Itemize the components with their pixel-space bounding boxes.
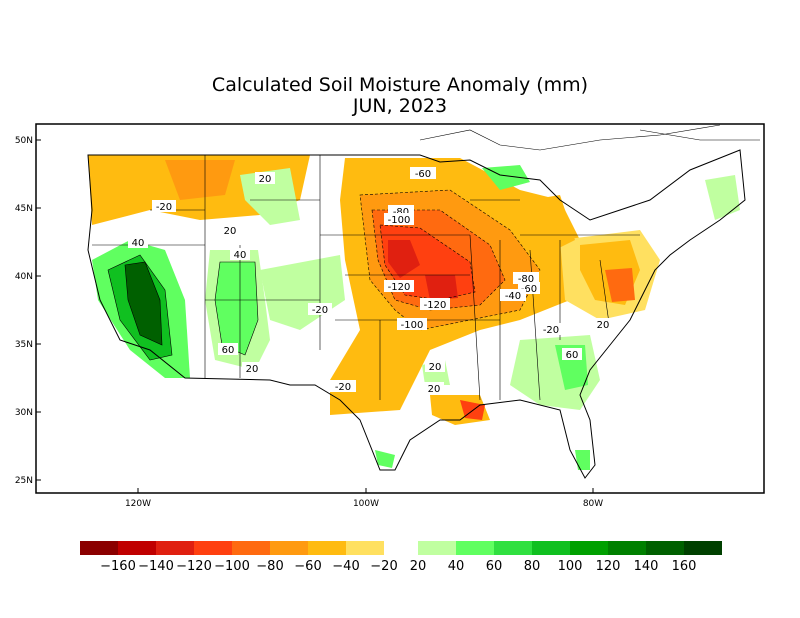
colorbar-label: −120 — [176, 559, 212, 574]
colorbar-swatch-negative — [232, 541, 270, 555]
colorbar-swatch-negative — [308, 541, 346, 555]
contour-label: -60 — [521, 284, 537, 295]
colorbar-label: 160 — [672, 559, 697, 574]
dry-region-plains-extreme — [388, 240, 420, 278]
colorbar-swatch-positive — [646, 541, 684, 555]
colorbar-label: −40 — [332, 559, 359, 574]
contour-label: 60 — [566, 350, 579, 361]
colorbar-swatch-positive — [456, 541, 494, 555]
contour-label: 40 — [132, 238, 145, 249]
wet-region-new-england — [705, 175, 740, 220]
contour-label: -80 — [518, 274, 534, 285]
us-outline — [87, 149, 746, 479]
colorbar-swatch-positive — [418, 541, 456, 555]
wet-region-upper-michigan — [482, 165, 530, 190]
contour-label: 20 — [246, 364, 259, 375]
lon-tick-label: 120W — [125, 499, 151, 509]
colorbar-swatch-positive — [570, 541, 608, 555]
state-lines — [92, 155, 640, 401]
colorbar: −160 −140 −120 −100 −80 −60 −40 −20 20 40 60 80 100 1… — [80, 541, 722, 574]
coastline-canada — [419, 124, 760, 151]
colorbar-label: −160 — [100, 559, 136, 574]
contour-label: 20 — [224, 226, 237, 237]
contour-label: -120 — [388, 282, 411, 293]
latitude-axis: 50N 45N 40N 35N 30N 25N — [15, 136, 41, 486]
colorbar-swatch-positive — [684, 541, 722, 555]
wet-region-utah — [215, 262, 258, 355]
us-borders — [87, 124, 760, 479]
contour-label: -100 — [401, 320, 424, 331]
longitude-axis: 120W 100W 80W — [125, 488, 603, 509]
dry-region-northeast — [528, 195, 575, 255]
dry-region-northwest-inner — [165, 160, 235, 200]
lat-tick-label: 40N — [15, 272, 33, 282]
wet-region-california-core — [125, 262, 162, 345]
colorbar-label: 100 — [558, 559, 583, 574]
colorbar-swatch-negative — [156, 541, 194, 555]
contour-label: 20 — [597, 320, 610, 331]
colorbar-label: −140 — [138, 559, 174, 574]
colorbar-swatch-positive — [608, 541, 646, 555]
contour-label: 20 — [259, 174, 272, 185]
wet-region-texas-south — [375, 450, 395, 468]
contour-label: -20 — [543, 325, 559, 336]
colorbar-label: −20 — [370, 559, 397, 574]
lon-tick-label: 100W — [353, 499, 379, 509]
colorbar-swatch-positive — [494, 541, 532, 555]
contour-label: -40 — [505, 291, 521, 302]
colorbar-label: 120 — [596, 559, 621, 574]
colorbar-label: −80 — [256, 559, 283, 574]
contour-label: -20 — [312, 305, 328, 316]
colorbar-swatch-negative — [346, 541, 384, 555]
contour-label: -20 — [335, 382, 351, 393]
colorbar-label: 20 — [410, 559, 427, 574]
colorbar-swatch-negative — [118, 541, 156, 555]
map-subtitle: JUN, 2023 — [352, 95, 448, 117]
colorbar-swatch-negative — [80, 541, 118, 555]
colorbar-label: −100 — [214, 559, 250, 574]
contour-label: -60 — [415, 169, 431, 180]
contour-label: 60 — [222, 345, 235, 356]
contour-label: -80 — [393, 207, 409, 218]
contour-label: -100 — [388, 215, 411, 226]
lon-tick-label: 80W — [583, 499, 603, 509]
lat-tick-label: 50N — [15, 136, 33, 146]
wet-region-florida — [575, 450, 590, 470]
colorbar-swatch-positive — [532, 541, 570, 555]
contour-lines — [359, 189, 541, 331]
contour-label: 20 — [429, 362, 442, 373]
dry-region-missouri — [425, 275, 458, 300]
contour-label: 40 — [234, 250, 247, 261]
colorbar-label: 140 — [634, 559, 659, 574]
contour-label-layer: -20 20 40 20 -60 -80 -100 -120 -120 -100… — [128, 167, 613, 395]
contour-lines-positive — [107, 254, 259, 361]
lat-tick-label: 25N — [15, 476, 33, 486]
colorbar-label: 40 — [448, 559, 465, 574]
lat-tick-label: 45N — [15, 204, 33, 214]
lat-tick-label: 35N — [15, 340, 33, 350]
map-title: Calculated Soil Moisture Anomaly (mm) — [211, 74, 589, 96]
contour-label: -20 — [156, 202, 172, 213]
colorbar-label: 60 — [486, 559, 503, 574]
contour-label: 20 — [428, 384, 441, 395]
colorbar-swatch-negative — [270, 541, 308, 555]
colorbar-swatch-negative — [194, 541, 232, 555]
lat-tick-label: 30N — [15, 408, 33, 418]
colorbar-label: −60 — [294, 559, 321, 574]
contour-label: -120 — [424, 300, 447, 311]
dry-region-chesapeake — [605, 268, 635, 302]
colorbar-label: 80 — [524, 559, 541, 574]
